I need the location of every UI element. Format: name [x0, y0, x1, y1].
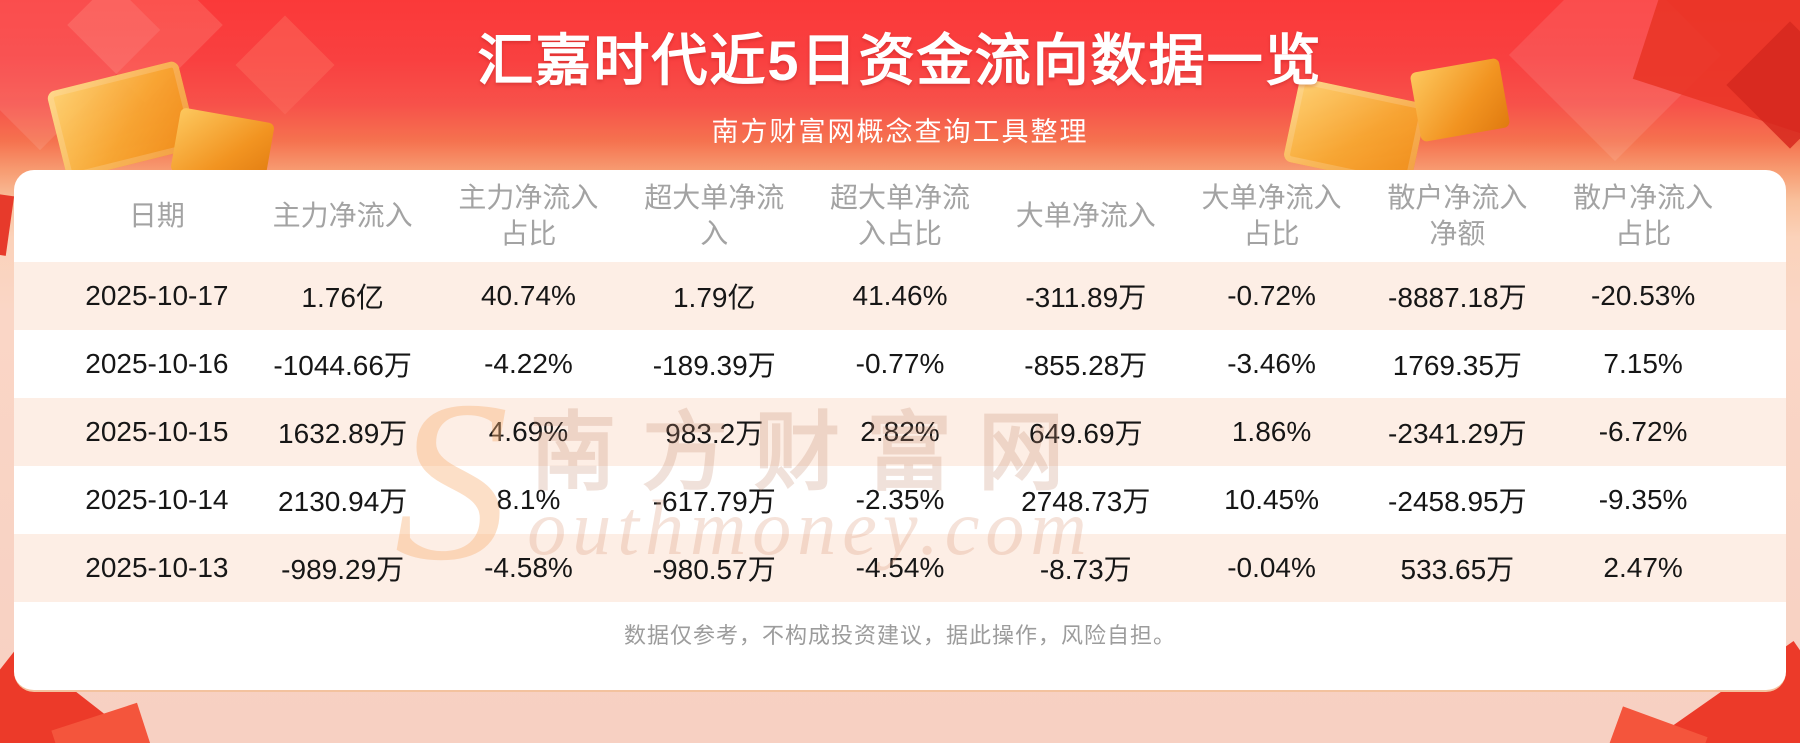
- cell-main-ratio: -4.58%: [484, 552, 573, 583]
- table-row: 2025-10-17 1.76亿 40.74% 1.79亿 41.46% -31…: [14, 262, 1786, 330]
- column-header-large-net-inflow-ratio: 大单净流入占比: [1201, 182, 1342, 249]
- cell-retail-inflow: -2341.29万: [1388, 418, 1527, 449]
- cell-super-large-inflow: 1.79亿: [672, 282, 756, 313]
- cell-main-ratio: 4.69%: [488, 416, 569, 447]
- cell-super-large-ratio: -4.54%: [855, 552, 945, 583]
- page-subtitle: 南方财富网概念查询工具整理: [711, 117, 1089, 147]
- cell-retail-ratio: -6.72%: [1598, 416, 1688, 447]
- cell-super-large-inflow: -617.79万: [652, 486, 776, 517]
- column-header-super-large-net-inflow: 超大单净流入: [644, 182, 785, 249]
- cell-super-large-inflow: -980.57万: [652, 554, 776, 585]
- cell-main-inflow: 2130.94万: [278, 486, 408, 517]
- cell-retail-ratio: -9.35%: [1598, 484, 1688, 515]
- cell-super-large-ratio: 41.46%: [852, 280, 948, 311]
- cell-retail-inflow: 1769.35万: [1392, 350, 1522, 381]
- cell-large-ratio: -3.46%: [1227, 348, 1316, 379]
- cell-retail-inflow: -8887.18万: [1388, 282, 1527, 313]
- cell-retail-ratio: 7.15%: [1603, 348, 1683, 379]
- table-row: 2025-10-16 -1044.66万 -4.22% -189.39万 -0.…: [14, 330, 1786, 398]
- cell-large-inflow: -311.89万: [1025, 282, 1147, 313]
- cell-main-ratio: 8.1%: [496, 484, 561, 515]
- column-header-date: 日期: [128, 200, 185, 231]
- cell-date: 2025-10-17: [85, 280, 229, 311]
- cell-super-large-ratio: -0.77%: [855, 348, 945, 379]
- column-header-super-large-net-inflow-ratio: 超大单净流入占比: [829, 182, 970, 249]
- cell-date: 2025-10-13: [85, 552, 229, 583]
- table-row: 2025-10-14 2130.94万 8.1% -617.79万 -2.35%…: [14, 466, 1786, 534]
- cell-large-inflow: 649.69万: [1028, 418, 1143, 449]
- cell-main-inflow: -989.29万: [281, 554, 405, 585]
- cell-main-inflow: 1.76亿: [301, 282, 384, 313]
- cell-large-inflow: 2748.73万: [1021, 486, 1151, 517]
- cell-retail-ratio: 2.47%: [1603, 552, 1683, 583]
- fund-flow-table-card: 日期 主力净流入 主力净流入占比 超大单净流入 超大单净流入占比 大单净流入 大…: [14, 170, 1786, 692]
- cell-main-inflow: -1044.66万: [273, 350, 412, 381]
- column-header-large-net-inflow: 大单净流入: [1015, 200, 1156, 231]
- column-header-retail-net-inflow: 散户净流入净额: [1387, 182, 1528, 249]
- table-row: 2025-10-15 1632.89万 4.69% 983.2万 2.82% 6…: [14, 398, 1786, 466]
- column-header-retail-net-inflow-ratio: 散户净流入占比: [1573, 182, 1714, 249]
- cell-date: 2025-10-16: [85, 348, 229, 379]
- cell-super-large-ratio: 2.82%: [860, 416, 940, 447]
- cell-large-ratio: 1.86%: [1231, 416, 1312, 447]
- cell-super-large-inflow: -189.39万: [652, 350, 776, 381]
- cell-retail-inflow: 533.65万: [1400, 554, 1515, 585]
- cell-large-ratio: -0.04%: [1227, 552, 1316, 583]
- cell-retail-ratio: -20.53%: [1590, 280, 1696, 311]
- cell-large-inflow: -8.73万: [1039, 554, 1132, 585]
- column-header-main-net-inflow: 主力净流入: [272, 200, 413, 231]
- ribbon-decoration-icon: [51, 702, 159, 743]
- table-header-row: 日期 主力净流入 主力净流入占比 超大单净流入 超大单净流入占比 大单净流入 大…: [14, 170, 1786, 262]
- cell-super-large-inflow: 983.2万: [665, 418, 764, 449]
- cell-super-large-ratio: -2.35%: [855, 484, 945, 515]
- page-title: 汇嘉时代近5日资金流向数据一览: [477, 29, 1323, 92]
- table-row: 2025-10-13 -989.29万 -4.58% -980.57万 -4.5…: [14, 534, 1786, 602]
- cell-large-inflow: -855.28万: [1024, 350, 1148, 381]
- cell-large-ratio: -0.72%: [1227, 280, 1316, 311]
- ribbon-decoration-icon: [1602, 706, 1708, 743]
- cell-retail-inflow: -2458.95万: [1388, 486, 1527, 517]
- cell-large-ratio: 10.45%: [1224, 484, 1320, 515]
- cell-date: 2025-10-15: [85, 416, 229, 447]
- disclaimer-text: 数据仅参考，不构成投资建议，据此操作，风险自担。: [623, 623, 1176, 648]
- column-header-main-net-inflow-ratio: 主力净流入占比: [458, 182, 599, 249]
- cell-main-inflow: 1632.89万: [278, 418, 408, 449]
- ribbon-decoration-icon: [0, 194, 15, 256]
- cell-main-ratio: -4.22%: [484, 348, 573, 379]
- cell-main-ratio: 40.74%: [480, 280, 576, 311]
- cell-date: 2025-10-14: [85, 484, 229, 515]
